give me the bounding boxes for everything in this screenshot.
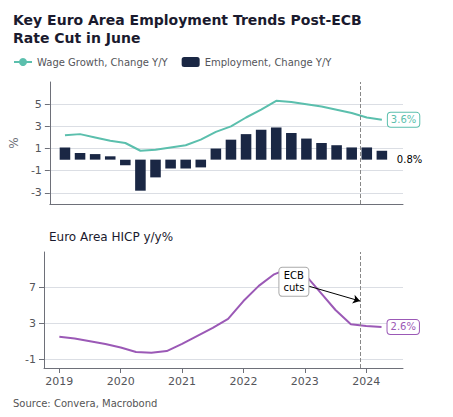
svg-text:cuts: cuts [283, 282, 304, 293]
svg-text:Key Euro Area Employment Trend: Key Euro Area Employment Trends Post-ECB [13, 12, 362, 28]
svg-text:-1: -1 [31, 164, 42, 177]
svg-text:2019: 2019 [45, 375, 73, 388]
svg-text:2022: 2022 [229, 375, 257, 388]
svg-text:2020: 2020 [107, 375, 135, 388]
svg-text:3.6%: 3.6% [391, 114, 416, 125]
svg-text:3: 3 [29, 317, 36, 330]
svg-text:2023: 2023 [291, 375, 319, 388]
svg-text:Rate Cut in June: Rate Cut in June [13, 30, 140, 46]
svg-text:2024: 2024 [352, 375, 380, 388]
svg-text:ECB: ECB [284, 270, 304, 281]
svg-text:Euro Area HICP y/y%: Euro Area HICP y/y% [49, 230, 173, 244]
svg-text:5: 5 [35, 98, 42, 111]
svg-text:1: 1 [35, 142, 42, 155]
svg-text:2.6%: 2.6% [391, 321, 416, 332]
svg-text:Source: Convera, Macrobond: Source: Convera, Macrobond [13, 398, 157, 409]
svg-text:Wage Growth, Change Y/Y: Wage Growth, Change Y/Y [37, 57, 169, 68]
svg-text:7: 7 [29, 281, 36, 294]
svg-text:3: 3 [35, 120, 42, 133]
svg-text:Employment, Change Y/Y: Employment, Change Y/Y [205, 57, 333, 68]
svg-text:-1: -1 [25, 353, 36, 366]
svg-text:-3: -3 [31, 186, 42, 199]
svg-text:%: % [7, 137, 21, 148]
svg-text:2021: 2021 [168, 375, 196, 388]
svg-text:0.8%: 0.8% [397, 154, 422, 165]
